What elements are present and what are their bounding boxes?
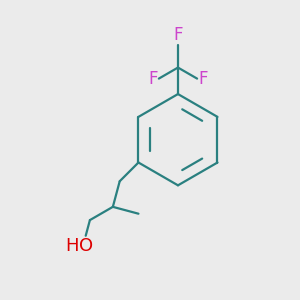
Text: F: F xyxy=(173,26,183,44)
Text: H: H xyxy=(65,237,78,255)
Text: F: F xyxy=(148,70,158,88)
Text: O: O xyxy=(79,237,93,255)
Text: F: F xyxy=(199,70,208,88)
